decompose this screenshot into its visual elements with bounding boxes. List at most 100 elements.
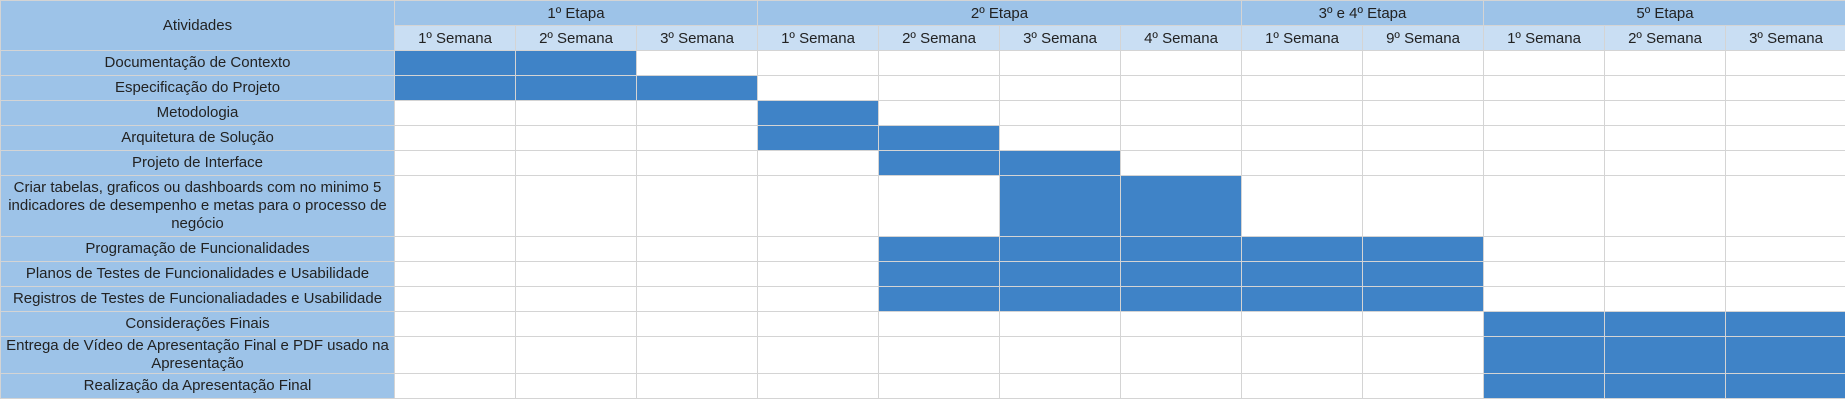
schedule-cell-empty[interactable] — [394, 125, 516, 151]
activity-label[interactable]: Criar tabelas, graficos ou dashboards co… — [0, 175, 395, 237]
schedule-cell-empty[interactable] — [757, 150, 880, 176]
week-header[interactable]: 1º Semana — [1241, 25, 1364, 51]
schedule-cell-empty[interactable] — [1241, 336, 1364, 374]
schedule-cell-empty[interactable] — [999, 75, 1122, 101]
week-header[interactable]: 3º Semana — [635, 25, 759, 51]
stage-header[interactable]: 2º Etapa — [757, 0, 1243, 26]
schedule-cell-filled[interactable] — [878, 125, 1001, 151]
schedule-cell-empty[interactable] — [515, 373, 637, 399]
schedule-cell-empty[interactable] — [394, 100, 516, 126]
schedule-cell-empty[interactable] — [515, 236, 637, 262]
schedule-cell-empty[interactable] — [1120, 50, 1243, 76]
schedule-cell-empty[interactable] — [878, 50, 1001, 76]
schedule-cell-empty[interactable] — [878, 75, 1001, 101]
schedule-cell-empty[interactable] — [1483, 175, 1606, 237]
activity-label[interactable]: Documentação de Contexto — [0, 50, 395, 76]
schedule-cell-empty[interactable] — [1362, 75, 1485, 101]
schedule-cell-empty[interactable] — [635, 373, 759, 399]
schedule-cell-empty[interactable] — [999, 311, 1122, 337]
schedule-cell-empty[interactable] — [1120, 75, 1243, 101]
schedule-cell-empty[interactable] — [1483, 100, 1606, 126]
schedule-cell-empty[interactable] — [878, 311, 1001, 337]
week-header[interactable]: 2º Semana — [515, 25, 637, 51]
schedule-cell-empty[interactable] — [878, 175, 1001, 237]
schedule-cell-filled[interactable] — [999, 236, 1122, 262]
schedule-cell-empty[interactable] — [1362, 100, 1485, 126]
schedule-cell-empty[interactable] — [635, 311, 759, 337]
schedule-cell-empty[interactable] — [394, 175, 516, 237]
schedule-cell-filled[interactable] — [394, 75, 516, 101]
schedule-cell-empty[interactable] — [1604, 286, 1727, 312]
schedule-cell-filled[interactable] — [1604, 373, 1727, 399]
week-header[interactable]: 1º Semana — [757, 25, 880, 51]
schedule-cell-filled[interactable] — [757, 100, 880, 126]
schedule-cell-empty[interactable] — [1725, 261, 1845, 287]
schedule-cell-empty[interactable] — [635, 336, 759, 374]
schedule-cell-empty[interactable] — [515, 261, 637, 287]
schedule-cell-empty[interactable] — [1604, 125, 1727, 151]
schedule-cell-empty[interactable] — [878, 100, 1001, 126]
schedule-cell-empty[interactable] — [757, 175, 880, 237]
schedule-cell-empty[interactable] — [515, 336, 637, 374]
schedule-cell-empty[interactable] — [515, 286, 637, 312]
schedule-cell-empty[interactable] — [394, 311, 516, 337]
schedule-cell-empty[interactable] — [635, 100, 759, 126]
schedule-cell-empty[interactable] — [999, 125, 1122, 151]
schedule-cell-empty[interactable] — [1725, 236, 1845, 262]
schedule-cell-empty[interactable] — [635, 125, 759, 151]
schedule-cell-empty[interactable] — [1241, 50, 1364, 76]
schedule-cell-filled[interactable] — [515, 75, 637, 101]
schedule-cell-filled[interactable] — [999, 261, 1122, 287]
schedule-cell-empty[interactable] — [1120, 311, 1243, 337]
schedule-cell-empty[interactable] — [1483, 150, 1606, 176]
schedule-cell-empty[interactable] — [1483, 261, 1606, 287]
schedule-cell-filled[interactable] — [1120, 236, 1243, 262]
schedule-cell-empty[interactable] — [1120, 100, 1243, 126]
schedule-cell-empty[interactable] — [515, 125, 637, 151]
week-header[interactable]: 2º Semana — [878, 25, 1001, 51]
schedule-cell-empty[interactable] — [635, 175, 759, 237]
schedule-cell-filled[interactable] — [1120, 261, 1243, 287]
schedule-cell-filled[interactable] — [515, 50, 637, 76]
schedule-cell-empty[interactable] — [757, 50, 880, 76]
schedule-cell-filled[interactable] — [1241, 236, 1364, 262]
schedule-cell-filled[interactable] — [1120, 286, 1243, 312]
stage-header[interactable]: 3º e 4º Etapa — [1241, 0, 1485, 26]
schedule-cell-filled[interactable] — [999, 175, 1122, 237]
schedule-cell-empty[interactable] — [1362, 311, 1485, 337]
schedule-cell-empty[interactable] — [1604, 261, 1727, 287]
schedule-cell-filled[interactable] — [878, 236, 1001, 262]
schedule-cell-empty[interactable] — [1241, 125, 1364, 151]
schedule-cell-empty[interactable] — [1241, 311, 1364, 337]
schedule-cell-empty[interactable] — [1604, 236, 1727, 262]
activity-label[interactable]: Registros de Testes de Funcionaliadades … — [0, 286, 395, 312]
schedule-cell-empty[interactable] — [1241, 150, 1364, 176]
schedule-cell-filled[interactable] — [394, 50, 516, 76]
schedule-cell-empty[interactable] — [1362, 50, 1485, 76]
schedule-cell-empty[interactable] — [394, 261, 516, 287]
schedule-cell-empty[interactable] — [1604, 150, 1727, 176]
schedule-cell-empty[interactable] — [1725, 50, 1845, 76]
schedule-cell-empty[interactable] — [757, 286, 880, 312]
schedule-cell-filled[interactable] — [1604, 336, 1727, 374]
schedule-cell-filled[interactable] — [1241, 261, 1364, 287]
week-header[interactable]: 1º Semana — [394, 25, 516, 51]
schedule-cell-empty[interactable] — [1725, 100, 1845, 126]
schedule-cell-filled[interactable] — [1483, 311, 1606, 337]
schedule-cell-empty[interactable] — [1604, 75, 1727, 101]
schedule-cell-empty[interactable] — [1241, 373, 1364, 399]
schedule-cell-empty[interactable] — [999, 50, 1122, 76]
schedule-cell-empty[interactable] — [757, 373, 880, 399]
week-header[interactable]: 2º Semana — [1604, 25, 1727, 51]
activities-header[interactable]: Atividades — [0, 0, 395, 51]
schedule-cell-filled[interactable] — [878, 150, 1001, 176]
activity-label[interactable]: Arquitetura de Solução — [0, 125, 395, 151]
week-header[interactable]: 3º Semana — [999, 25, 1122, 51]
schedule-cell-empty[interactable] — [1362, 125, 1485, 151]
schedule-cell-filled[interactable] — [1241, 286, 1364, 312]
schedule-cell-empty[interactable] — [394, 373, 516, 399]
schedule-cell-empty[interactable] — [1483, 236, 1606, 262]
activity-label[interactable]: Metodologia — [0, 100, 395, 126]
schedule-cell-empty[interactable] — [757, 261, 880, 287]
schedule-cell-empty[interactable] — [1725, 286, 1845, 312]
